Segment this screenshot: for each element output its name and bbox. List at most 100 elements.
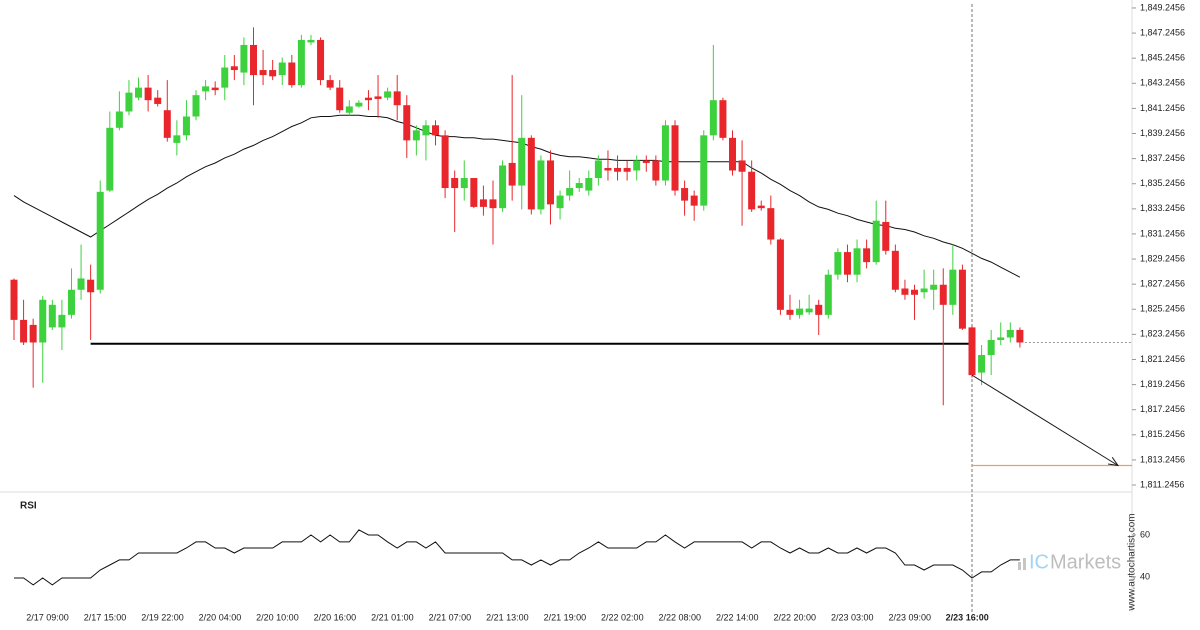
y-tick-label: 1,817.2456 [1140, 404, 1185, 414]
x-tick-label: 2/20 10:00 [256, 612, 299, 622]
moving-average [13, 114, 1021, 278]
candle-body [182, 116, 190, 136]
candle-body [240, 44, 248, 73]
y-tick-label: 1,819.2456 [1140, 379, 1185, 389]
candle-body [700, 135, 708, 206]
candle-body [604, 167, 612, 171]
candle-body [930, 284, 938, 290]
y-tick-label: 1,837.2456 [1140, 153, 1185, 163]
y-tick-label: 1,831.2456 [1140, 228, 1185, 238]
candle-body [757, 205, 765, 209]
candle-body [441, 135, 449, 189]
candle-body [661, 125, 669, 181]
y-tick-label: 1,813.2456 [1140, 454, 1185, 464]
candle-body [796, 308, 804, 315]
candle-body [748, 171, 756, 210]
candle-body [499, 165, 507, 209]
candle-body [451, 178, 459, 189]
y-tick-label: 1,843.2456 [1140, 78, 1185, 88]
candle-body [364, 97, 372, 101]
x-tick-label: 2/20 04:00 [199, 612, 242, 622]
candle-body [307, 39, 315, 43]
candle-body [815, 304, 823, 315]
y-tick-label: 1,839.2456 [1140, 128, 1185, 138]
y-tick-label: 1,823.2456 [1140, 329, 1185, 339]
candle-body [87, 279, 95, 293]
candle-body [115, 111, 123, 128]
candle-body [863, 248, 871, 263]
candle-body [978, 355, 986, 373]
candle-body [853, 248, 861, 275]
candle-body [527, 137, 535, 210]
candle-body [508, 162, 516, 186]
candle-body [154, 97, 162, 104]
candle-body [460, 178, 468, 189]
logo-name: Markets [1050, 551, 1121, 573]
x-tick-label: 2/21 13:00 [486, 612, 529, 622]
candle-body [585, 178, 593, 191]
candle-body [96, 191, 104, 290]
candle-body [652, 160, 660, 181]
candle-body [20, 319, 28, 343]
candle-body [135, 87, 143, 98]
candle-body [949, 269, 957, 305]
candle-body [958, 269, 966, 329]
candle-body [709, 100, 717, 136]
x-tick-label: 2/21 01:00 [371, 612, 414, 622]
candle-body [278, 62, 286, 76]
y-tick-label: 1,811.2456 [1140, 479, 1184, 489]
candle-body [633, 160, 641, 171]
candle-body [997, 337, 1005, 340]
candle-body [250, 44, 257, 76]
candle-body [614, 167, 622, 172]
candle-body [1016, 329, 1024, 343]
candle-body [230, 66, 238, 71]
x-tick-label: 2/21 19:00 [544, 612, 587, 622]
candle-body [355, 102, 363, 107]
candle-body [163, 110, 171, 138]
candle-body [642, 160, 650, 163]
logo-prefix: IC [1029, 551, 1049, 573]
candle-body [67, 289, 75, 315]
y-tick-label: 1,827.2456 [1140, 279, 1185, 289]
candle-body [729, 137, 736, 171]
candle-body [489, 199, 497, 209]
y-tick-label: 1,829.2456 [1140, 253, 1185, 263]
y-tick-label: 1,849.2456 [1140, 2, 1185, 12]
y-tick-label: 1,833.2456 [1140, 203, 1185, 213]
candle-body [556, 195, 564, 209]
candle-body [202, 86, 210, 92]
candle-body [891, 250, 899, 290]
candle-body [537, 160, 545, 210]
candle-body [786, 309, 794, 315]
candle-body [48, 304, 56, 328]
candle-body [834, 252, 842, 275]
candle-body [566, 188, 574, 196]
logo-bar [1023, 558, 1026, 570]
candle-body [317, 39, 325, 81]
y-tick-label: 1,847.2456 [1140, 27, 1185, 37]
candle-body [872, 220, 880, 263]
candle-body [920, 288, 928, 293]
y-tick-label: 1,815.2456 [1140, 429, 1185, 439]
candle-body [575, 183, 583, 189]
candle-body [336, 87, 344, 111]
forecast-arrow [971, 374, 1119, 466]
candle-body [422, 125, 430, 136]
candle-body [1006, 329, 1014, 338]
candle-body [843, 252, 851, 275]
x-tick-label: 2/22 08:00 [659, 612, 702, 622]
candle-body [412, 130, 420, 141]
candle-body [288, 62, 296, 86]
candle-body [211, 87, 219, 91]
y-tick-label: 1,821.2456 [1140, 354, 1185, 364]
candle-body [767, 208, 775, 240]
candle-body [824, 274, 832, 315]
x-tick-label: 2/23 16:00 [946, 612, 989, 622]
x-tick-label: 2/22 02:00 [601, 612, 644, 622]
candle-body [911, 289, 919, 295]
arrow-head [1108, 457, 1120, 467]
rsi-title: RSI [20, 501, 37, 512]
rsi-line [14, 529, 1020, 586]
candle-body [10, 279, 18, 320]
